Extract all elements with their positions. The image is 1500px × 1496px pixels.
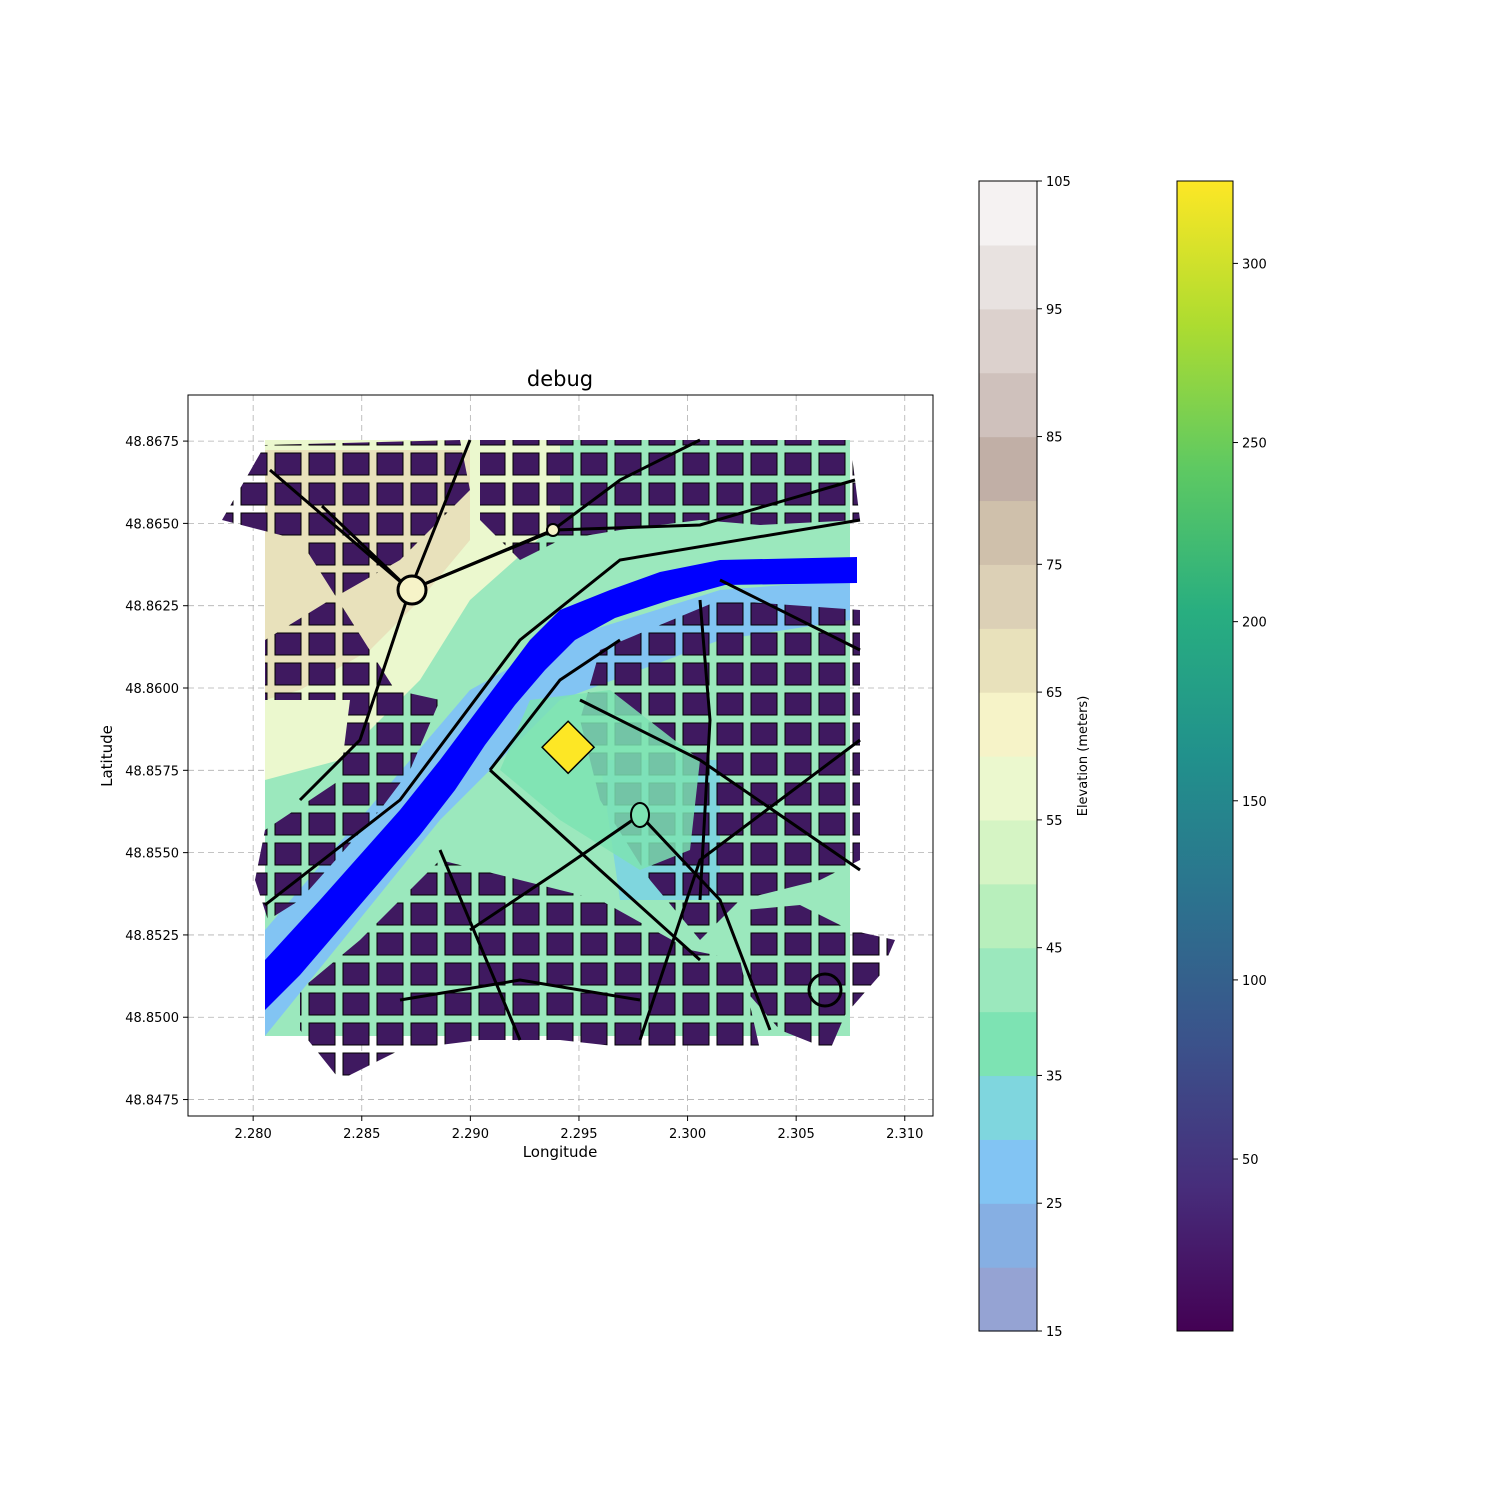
plot-area: 2.280 2.285 2.290 2.295 2.300 2.305 2.310 48.8… (125, 394, 934, 1142)
elevation-colorbar: 15 25 35 45 55 65 75 85 95 105 Elevation (meters) (978, 175, 1091, 1340)
building-colorbar: 50 100 150 200 250 300 (1176, 180, 1267, 1332)
y-tick-label: 48.8650 (125, 517, 179, 532)
street-network (264, 438, 861, 1041)
y-tick-label: 48.8575 (125, 764, 179, 779)
elevation-colorbar-band (979, 308, 1037, 374)
y-tick-label: 48.8475 (125, 1094, 179, 1109)
elevation-colorbar-band (979, 1267, 1037, 1332)
elevation-colorbar-frame (978, 180, 1038, 1332)
river (265, 557, 857, 1010)
x-tick-label: 2.310 (886, 1127, 923, 1142)
x-tick-label: 2.280 (235, 1127, 272, 1142)
y-tick-label: 48.8550 (125, 847, 179, 862)
y-axis-title: Latitude (98, 725, 116, 787)
building-blocks-northwest (222, 440, 470, 920)
map-layers (222, 438, 895, 1080)
y-tick-label: 48.8525 (125, 929, 179, 944)
elevation-colorbar-tick-label: 95 (1046, 303, 1063, 318)
building-colorbar-tick-label: 100 (1242, 974, 1267, 989)
elevation-colorbar-tick-label: 35 (1046, 1069, 1063, 1084)
x-tick-label: 2.285 (343, 1127, 380, 1142)
elevation-colorbar-bands (979, 181, 1037, 1332)
x-tick-label: 2.305 (778, 1127, 815, 1142)
roundabout-southeast (807, 972, 843, 1008)
axes-frame (187, 394, 934, 1117)
roundabout-ecole (630, 802, 650, 828)
highlight-marker (541, 720, 596, 775)
elevation-colorbar-ticks: 15 25 35 45 55 65 75 85 95 105 (1037, 175, 1071, 1340)
building-colorbar-tick-label: 250 (1242, 437, 1267, 452)
elevation-colorbar-band (979, 947, 1037, 1013)
building-colorbar-tick-label: 300 (1242, 257, 1267, 272)
y-tick-label: 48.8625 (125, 600, 179, 615)
elevation-colorbar-tick-label: 25 (1046, 1197, 1063, 1212)
x-tick-label: 2.300 (669, 1127, 706, 1142)
building-colorbar-tick-label: 200 (1242, 616, 1267, 631)
building-colorbar-gradient (1176, 180, 1234, 1332)
elevation-colorbar-band (979, 628, 1037, 693)
elevation-colorbar-band (979, 244, 1037, 310)
elevation-colorbar-band (979, 1075, 1037, 1140)
elevation-colorbar-tick-label: 75 (1046, 558, 1063, 573)
elevation-colorbar-band (979, 564, 1037, 629)
elevation-colorbar-band (979, 1139, 1037, 1204)
elevation-colorbar-band (979, 692, 1037, 757)
elevation-colorbar-tick-label: 45 (1046, 942, 1063, 957)
y-axis-ticks: 48.8475 48.8500 48.8525 48.8550 48.8575 48.86… (125, 435, 188, 1109)
elevation-colorbar-band (979, 181, 1037, 246)
building-colorbar-ticks: 50 100 150 200 250 300 (1233, 257, 1267, 1168)
x-tick-label: 2.290 (452, 1127, 489, 1142)
plot-title: debug (527, 367, 593, 391)
elevation-colorbar-label: Elevation (meters) (1076, 696, 1091, 817)
elevation-colorbar-band (979, 436, 1037, 502)
y-tick-label: 48.8675 (125, 435, 179, 450)
building-blocks-far-southeast (745, 905, 895, 1050)
x-tick-label: 2.295 (560, 1127, 597, 1142)
roundabout-etoile (396, 574, 428, 606)
elevation-colorbar-tick-label: 55 (1046, 814, 1063, 829)
x-axis-title: Longitude (523, 1143, 598, 1161)
y-tick-label: 48.8600 (125, 682, 179, 697)
elevation-colorbar-tick-label: 105 (1046, 175, 1071, 190)
elevation-colorbar-band (979, 1011, 1037, 1077)
elevation-colorbar-band (979, 883, 1037, 949)
building-colorbar-tick-label: 150 (1242, 795, 1267, 810)
elevation-colorbar-band (979, 1203, 1037, 1268)
elevation-colorbar-band (979, 756, 1037, 821)
elevation-colorbar-tick-label: 15 (1046, 1325, 1063, 1340)
elevation-colorbar-band (979, 819, 1037, 885)
roundabout-north (546, 523, 560, 537)
x-axis-ticks: 2.280 2.285 2.290 2.295 2.300 2.305 2.310 (235, 1116, 923, 1142)
elevation-colorbar-band (979, 372, 1037, 438)
building-colorbar-tick-label: 50 (1242, 1153, 1259, 1168)
y-tick-label: 48.8500 (125, 1011, 179, 1026)
elevation-colorbar-tick-label: 65 (1046, 686, 1063, 701)
elevation-colorbar-band (979, 500, 1037, 565)
elevation-colorbar-tick-label: 85 (1046, 431, 1063, 446)
